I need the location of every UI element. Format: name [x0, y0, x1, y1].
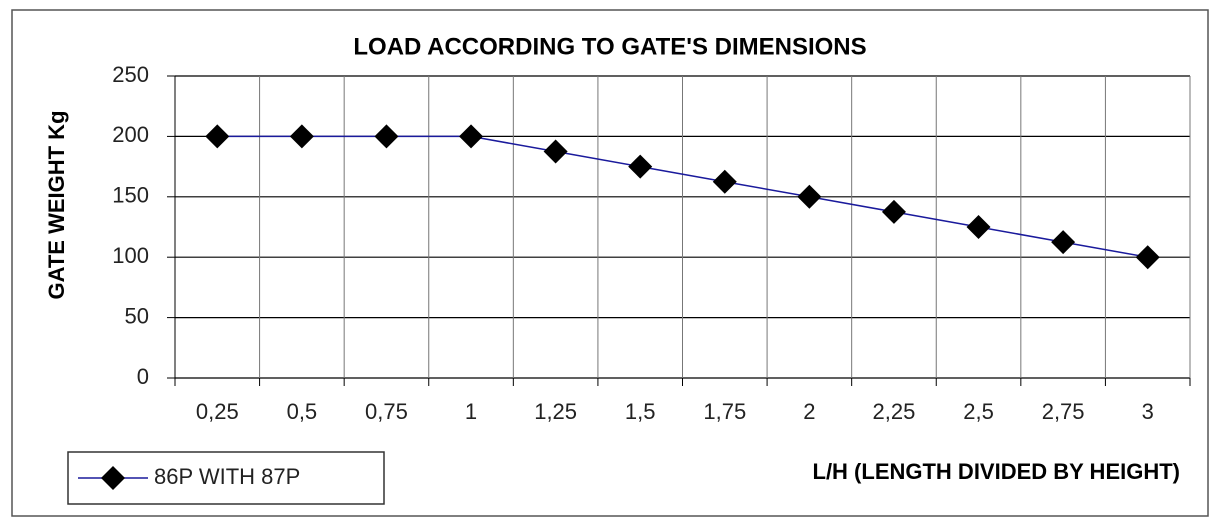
x-tick-label: 0,5 [287, 399, 318, 424]
x-tick-label: 2,75 [1042, 399, 1085, 424]
data-point [1135, 245, 1160, 270]
x-tick-label: 1,5 [625, 399, 656, 424]
y-tick-label: 150 [112, 183, 149, 208]
x-tick-label: 1 [465, 399, 477, 424]
data-point [1051, 230, 1076, 255]
data-point [289, 124, 314, 149]
x-tick-label: 1,75 [703, 399, 746, 424]
x-tick-label: 0,25 [196, 399, 239, 424]
data-point [205, 124, 230, 149]
chart-title: LOAD ACCORDING TO GATE'S DIMENSIONS [353, 33, 866, 60]
y-tick-label: 50 [125, 303, 149, 328]
y-tick-label: 0 [137, 364, 149, 389]
x-tick-label: 0,75 [365, 399, 408, 424]
data-point [881, 199, 906, 224]
x-tick-label: 2,5 [963, 399, 994, 424]
data-point [543, 139, 568, 164]
data-point [712, 169, 737, 194]
x-axis-title: L/H (LENGTH DIVIDED BY HEIGHT) [813, 459, 1181, 484]
x-tick-label: 2 [803, 399, 815, 424]
y-tick-label: 200 [112, 122, 149, 147]
y-axis-title: GATE WEIGHT Kg [44, 110, 69, 299]
x-tick-label: 1,25 [534, 399, 577, 424]
data-point [628, 154, 653, 179]
legend-label: 86P WITH 87P [154, 464, 300, 489]
y-tick-label: 100 [112, 243, 149, 268]
chart-frame [11, 9, 1209, 517]
series-line [217, 135, 1148, 258]
data-point [374, 124, 399, 149]
x-tick-label: 2,25 [873, 399, 916, 424]
x-tick-label: 3 [1142, 399, 1154, 424]
y-tick-label: 250 [112, 62, 149, 87]
legend-marker [101, 466, 125, 490]
data-point [459, 124, 484, 149]
data-point [966, 215, 991, 239]
data-point [797, 184, 822, 209]
